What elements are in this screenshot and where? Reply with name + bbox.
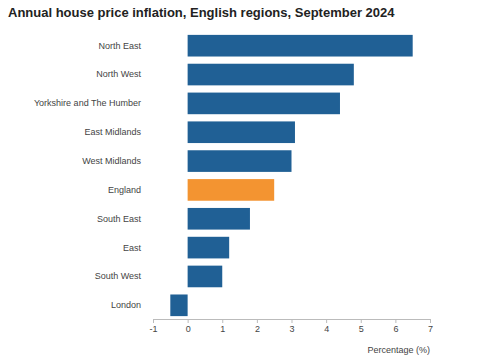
x-tick-label: 0: [186, 324, 191, 334]
title: Annual house price inflation, English re…: [8, 5, 395, 20]
x-tick-mark: [430, 319, 431, 323]
bar: [170, 294, 187, 316]
x-tick-mark: [153, 319, 154, 323]
x-tick: 6: [393, 319, 398, 334]
category-label: South West: [95, 271, 142, 281]
y-tick: South East: [97, 214, 142, 224]
category-label: England: [108, 185, 141, 195]
y-tick: Yorkshire and The Humber: [34, 98, 141, 108]
x-tick-label: 7: [428, 324, 433, 334]
y-tick: West Midlands: [82, 156, 141, 166]
bar: [188, 121, 295, 143]
category-label: East: [123, 242, 142, 252]
x-tick-label: 1: [220, 324, 225, 334]
x-tick-label: 5: [359, 324, 364, 334]
category-label: Yorkshire and The Humber: [34, 98, 141, 108]
y-tick: East Midlands: [84, 127, 141, 137]
x-tick-mark: [257, 319, 258, 323]
y-tick: North East: [98, 41, 141, 51]
category-label: North East: [98, 41, 141, 51]
y-axis: North East North West Yorkshire and The Hu…: [34, 41, 142, 311]
category-label: London: [111, 300, 141, 310]
bar: [188, 208, 250, 230]
y-tick: London: [111, 300, 141, 310]
bar: [188, 150, 292, 172]
y-tick: South West: [95, 271, 142, 281]
x-axis: -1 0 1 2 3 4 5 6 7: [149, 319, 433, 334]
bar: [188, 35, 413, 57]
x-tick: 7: [428, 319, 433, 334]
x-tick: 4: [324, 319, 329, 334]
x-tick-mark: [395, 319, 396, 323]
x-tick-label: 3: [289, 324, 294, 334]
chart: Annual house price inflation, English re…: [0, 0, 480, 359]
y-tick: England: [108, 185, 141, 195]
x-tick: 0: [186, 319, 191, 334]
y-tick: North West: [96, 69, 141, 79]
x-axis-line: [154, 320, 431, 324]
x-tick: 1: [220, 319, 225, 334]
x-tick: 3: [289, 319, 294, 334]
x-tick-mark: [292, 319, 293, 323]
category-label: East Midlands: [84, 127, 141, 137]
bar: [188, 179, 275, 201]
x-tick-mark: [361, 319, 362, 323]
x-tick: 5: [359, 319, 364, 334]
x-tick-label: 4: [324, 324, 329, 334]
category-label: North West: [96, 69, 141, 79]
x-axis-title: Percentage (%): [367, 345, 430, 355]
x-tick-label: -1: [149, 324, 157, 334]
bar: [188, 237, 230, 259]
bars: [170, 35, 412, 316]
x-tick-mark: [188, 319, 189, 323]
x-tick-mark: [222, 319, 223, 323]
bar: [188, 266, 223, 288]
x-tick-mark: [326, 319, 327, 323]
x-tick-label: 2: [255, 324, 260, 334]
x-tick: 2: [255, 319, 260, 334]
y-tick: East: [123, 242, 142, 252]
x-tick: -1: [149, 319, 157, 334]
category-label: West Midlands: [82, 156, 141, 166]
bar: [188, 64, 354, 86]
bar: [188, 93, 340, 115]
category-label: South East: [97, 214, 142, 224]
x-tick-label: 6: [393, 324, 398, 334]
